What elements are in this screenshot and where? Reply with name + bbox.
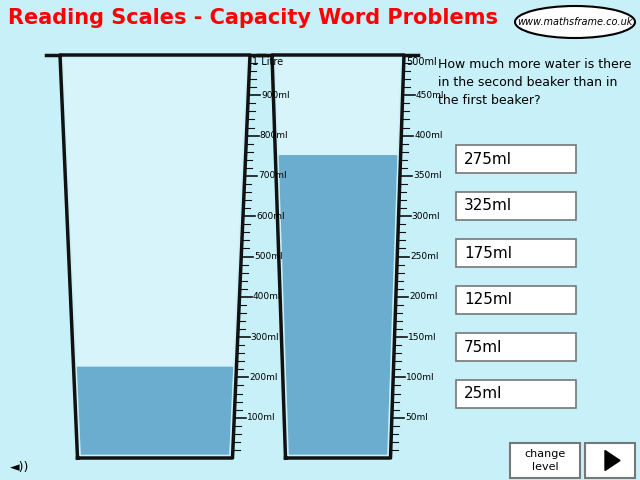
Text: www.mathsframe.co.uk: www.mathsframe.co.uk — [517, 17, 633, 27]
Text: 200ml: 200ml — [249, 373, 278, 382]
Text: 400ml: 400ml — [253, 292, 281, 301]
Text: How much more water is there
in the second beaker than in
the first beaker?: How much more water is there in the seco… — [438, 58, 632, 107]
Polygon shape — [605, 451, 620, 470]
Text: 125ml: 125ml — [464, 292, 512, 308]
Text: 25ml: 25ml — [464, 386, 502, 401]
FancyBboxPatch shape — [585, 443, 635, 478]
Text: 1 Litre: 1 Litre — [252, 57, 283, 67]
Polygon shape — [276, 59, 400, 454]
Text: 75ml: 75ml — [464, 339, 502, 355]
Text: 500ml: 500ml — [406, 57, 436, 67]
Polygon shape — [280, 156, 397, 454]
Text: ◄)): ◄)) — [10, 461, 29, 475]
Polygon shape — [64, 59, 246, 454]
Text: 800ml: 800ml — [259, 131, 288, 140]
FancyBboxPatch shape — [456, 333, 576, 361]
Text: 300ml: 300ml — [251, 333, 280, 342]
Text: change: change — [524, 449, 566, 459]
Text: 275ml: 275ml — [464, 152, 512, 167]
FancyBboxPatch shape — [456, 286, 576, 314]
Text: 300ml: 300ml — [412, 212, 440, 221]
Text: 900ml: 900ml — [261, 91, 290, 100]
Text: 325ml: 325ml — [464, 199, 512, 214]
Polygon shape — [77, 367, 232, 454]
Text: 100ml: 100ml — [247, 413, 276, 422]
Text: 450ml: 450ml — [415, 91, 444, 100]
Ellipse shape — [515, 6, 635, 38]
Text: 400ml: 400ml — [414, 131, 443, 140]
Text: 50ml: 50ml — [405, 413, 428, 422]
Text: 500ml: 500ml — [254, 252, 283, 261]
Text: Reading Scales - Capacity Word Problems: Reading Scales - Capacity Word Problems — [8, 8, 498, 28]
Text: 150ml: 150ml — [408, 333, 436, 342]
Text: level: level — [532, 462, 558, 472]
FancyBboxPatch shape — [456, 145, 576, 173]
FancyBboxPatch shape — [510, 443, 580, 478]
Text: 100ml: 100ml — [406, 373, 435, 382]
Text: 175ml: 175ml — [464, 245, 512, 261]
FancyBboxPatch shape — [456, 192, 576, 220]
Text: 700ml: 700ml — [258, 171, 286, 180]
Text: 200ml: 200ml — [409, 292, 437, 301]
Text: 600ml: 600ml — [256, 212, 285, 221]
FancyBboxPatch shape — [456, 239, 576, 267]
FancyBboxPatch shape — [456, 380, 576, 408]
Text: 350ml: 350ml — [413, 171, 442, 180]
Text: 250ml: 250ml — [410, 252, 439, 261]
